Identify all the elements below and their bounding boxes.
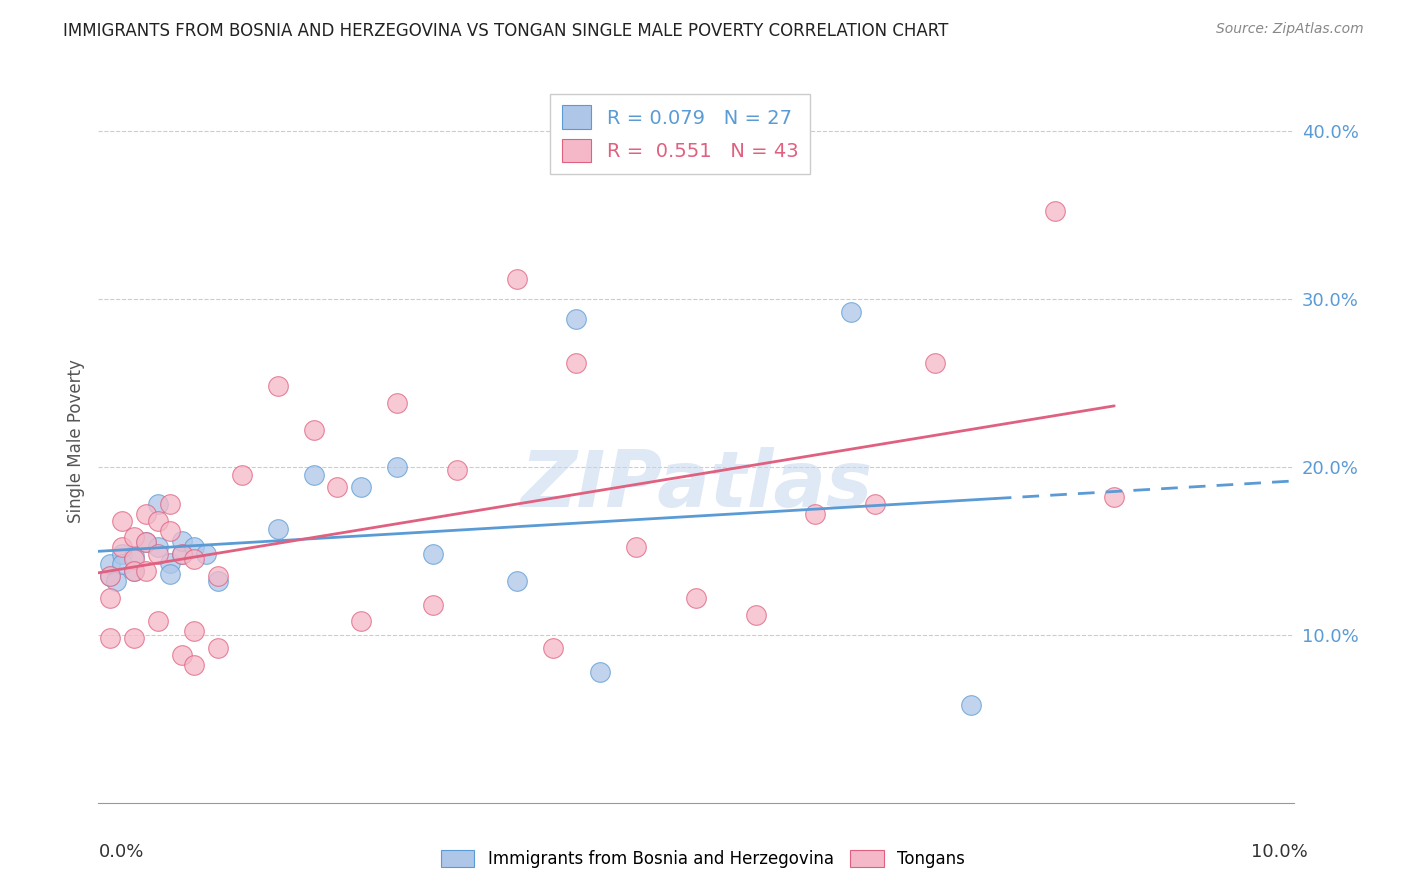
Text: IMMIGRANTS FROM BOSNIA AND HERZEGOVINA VS TONGAN SINGLE MALE POVERTY CORRELATION: IMMIGRANTS FROM BOSNIA AND HERZEGOVINA V… bbox=[63, 22, 949, 40]
Point bbox=[1043, 204, 1066, 219]
Point bbox=[1104, 490, 1126, 504]
Point bbox=[183, 552, 205, 566]
Point bbox=[422, 547, 444, 561]
Legend: Immigrants from Bosnia and Herzegovina, Tongans: Immigrants from Bosnia and Herzegovina, … bbox=[434, 843, 972, 875]
Point bbox=[326, 480, 349, 494]
Point bbox=[111, 541, 134, 555]
Text: 0.0%: 0.0% bbox=[98, 843, 143, 861]
Point bbox=[841, 305, 863, 319]
Point bbox=[565, 311, 588, 326]
Point bbox=[159, 524, 181, 538]
Point bbox=[385, 396, 409, 410]
Point bbox=[350, 480, 373, 494]
Text: 10.0%: 10.0% bbox=[1251, 843, 1308, 861]
Point bbox=[98, 591, 122, 605]
Point bbox=[350, 615, 373, 629]
Point bbox=[385, 459, 409, 474]
Point bbox=[626, 541, 648, 555]
Point bbox=[124, 564, 146, 578]
Text: Source: ZipAtlas.com: Source: ZipAtlas.com bbox=[1216, 22, 1364, 37]
Point bbox=[183, 541, 205, 555]
Point bbox=[159, 567, 181, 582]
Point bbox=[207, 641, 229, 656]
Point bbox=[124, 631, 146, 645]
Point bbox=[804, 507, 827, 521]
Point bbox=[111, 558, 134, 572]
Point bbox=[148, 541, 170, 555]
Point bbox=[506, 271, 529, 285]
Point bbox=[541, 641, 564, 656]
Point bbox=[159, 556, 181, 570]
Point bbox=[98, 569, 122, 583]
Point bbox=[124, 549, 146, 563]
Point bbox=[183, 658, 205, 673]
Point bbox=[148, 615, 170, 629]
Point bbox=[124, 530, 146, 544]
Point bbox=[446, 463, 468, 477]
Point bbox=[172, 547, 194, 561]
Y-axis label: Single Male Poverty: Single Male Poverty bbox=[66, 359, 84, 524]
Point bbox=[172, 547, 194, 561]
Point bbox=[422, 598, 444, 612]
Point bbox=[231, 468, 253, 483]
Point bbox=[865, 497, 887, 511]
Point bbox=[148, 497, 170, 511]
Point bbox=[135, 507, 157, 521]
Point bbox=[302, 423, 325, 437]
Point bbox=[267, 379, 290, 393]
Point bbox=[506, 574, 529, 588]
Point bbox=[105, 574, 128, 588]
Point bbox=[148, 514, 170, 528]
Point bbox=[135, 535, 157, 549]
Point bbox=[172, 533, 194, 548]
Legend: R = 0.079   N = 27, R =  0.551   N = 43: R = 0.079 N = 27, R = 0.551 N = 43 bbox=[550, 94, 810, 174]
Point bbox=[685, 591, 707, 605]
Point bbox=[98, 569, 122, 583]
Point bbox=[148, 547, 170, 561]
Point bbox=[589, 665, 612, 679]
Point bbox=[183, 624, 205, 639]
Point bbox=[207, 574, 229, 588]
Point bbox=[960, 698, 983, 713]
Point bbox=[98, 631, 122, 645]
Point bbox=[745, 607, 768, 622]
Point bbox=[207, 569, 229, 583]
Point bbox=[195, 547, 218, 561]
Point bbox=[159, 497, 181, 511]
Point bbox=[124, 552, 146, 566]
Point bbox=[302, 468, 325, 483]
Point bbox=[172, 648, 194, 662]
Point bbox=[111, 547, 134, 561]
Point bbox=[565, 355, 588, 369]
Point bbox=[98, 558, 122, 572]
Point bbox=[924, 355, 946, 369]
Point bbox=[111, 514, 134, 528]
Text: ZIPatlas: ZIPatlas bbox=[520, 447, 872, 523]
Point bbox=[135, 564, 157, 578]
Point bbox=[267, 522, 290, 536]
Point bbox=[124, 564, 146, 578]
Point bbox=[135, 535, 157, 549]
